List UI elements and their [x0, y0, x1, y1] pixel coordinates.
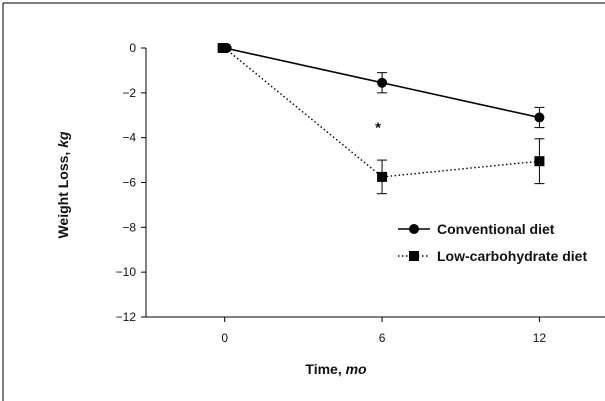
legend-label-low-carb: Low-carbohydrate diet	[437, 248, 587, 264]
legend-marker-conventional	[409, 224, 419, 234]
data-point-conventional	[534, 112, 545, 123]
legend-label-conventional: Conventional diet	[437, 221, 555, 237]
data-point-low-carb	[217, 43, 228, 53]
y-tick-label: −12	[116, 310, 137, 324]
y-tick-label: 0	[129, 41, 136, 55]
series-line-low-carb	[224, 47, 540, 178]
y-axis-unit: kg	[55, 131, 71, 148]
legend-item-low-carb: Low-carbohydrate diet	[398, 248, 587, 264]
y-tick-label: −2	[122, 86, 136, 100]
y-tick-label: −4	[122, 131, 136, 145]
x-axis-title: Time, mo	[305, 361, 367, 377]
data-point-low-carb	[377, 171, 388, 182]
significance-marker: *	[375, 120, 381, 137]
legend-item-conventional: Conventional diet	[398, 221, 555, 237]
data-point-low-carb	[534, 156, 545, 167]
y-axis-title: Weight Loss, kg	[55, 131, 71, 239]
y-tick-label: −8	[122, 220, 136, 234]
x-tick-label: 0	[221, 331, 228, 345]
data-point-conventional	[377, 77, 388, 88]
y-tick-label: −10	[116, 265, 137, 279]
x-axis-unit: mo	[346, 361, 367, 377]
y-tick-label: −6	[122, 176, 136, 190]
x-tick-label: 12	[533, 331, 547, 345]
plot-area: 0 −2 −4 −6 −8 −10 −12 0 6 12 *	[116, 41, 605, 345]
legend: Conventional diet Low-carbohydrate diet	[398, 221, 587, 264]
legend-marker-low-carb	[409, 251, 419, 261]
x-tick-label: 6	[379, 331, 386, 345]
